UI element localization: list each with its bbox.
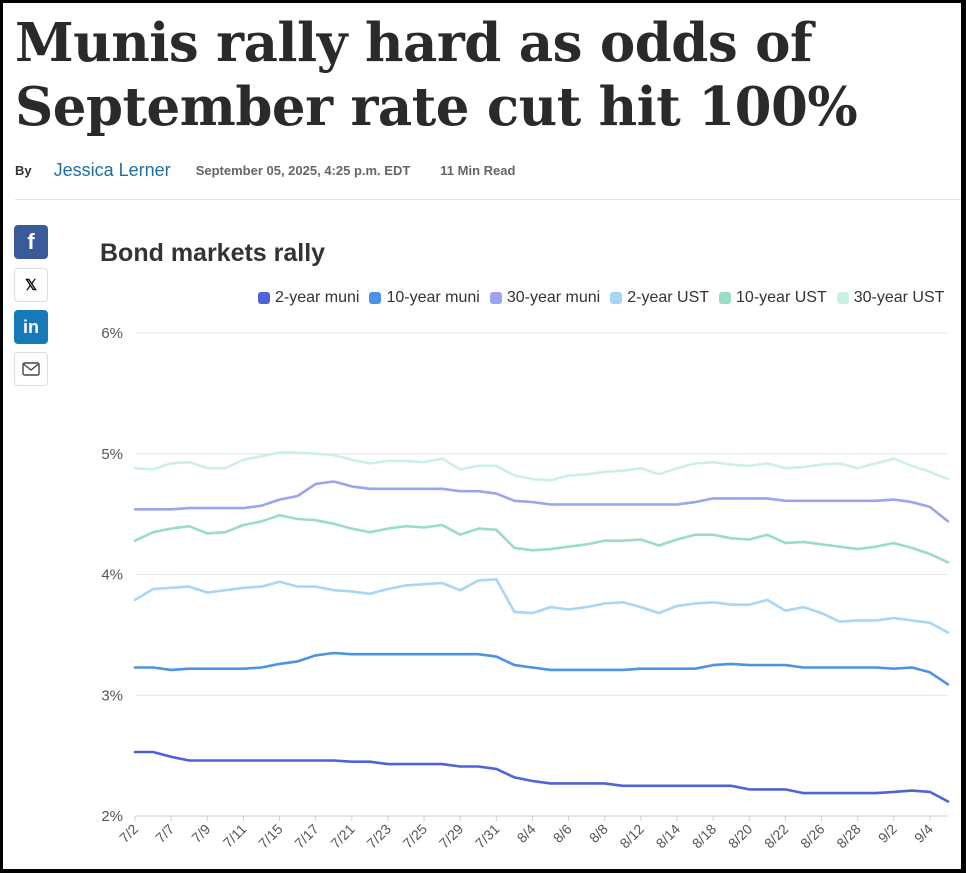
headline: Munis rally hard as odds of September ra… xyxy=(15,11,858,139)
legend-item[interactable]: 2-year UST xyxy=(610,289,709,307)
x-tick-label: 8/22 xyxy=(761,821,792,852)
series-line-30-year-muni xyxy=(133,480,950,523)
legend-item[interactable]: 2-year muni xyxy=(258,289,359,307)
x-tick-label: 9/4 xyxy=(911,821,936,846)
x-tick-label: 8/12 xyxy=(616,821,647,852)
x-tick-label: 7/25 xyxy=(400,821,431,852)
by-label: By xyxy=(15,162,32,178)
series-line-10-year-ust xyxy=(133,514,950,564)
legend-swatch xyxy=(610,292,623,304)
series-line-10-year-muni xyxy=(133,651,950,686)
legend-label: 2-year UST xyxy=(627,289,710,306)
x-tick-label: 8/20 xyxy=(725,821,756,852)
legend-swatch xyxy=(369,292,382,304)
x-tick-label: 8/14 xyxy=(653,821,684,852)
read-time: 11 Min Read xyxy=(440,162,516,178)
y-tick-label: 6% xyxy=(101,325,123,342)
x-tick-label: 8/6 xyxy=(550,821,575,846)
y-tick-label: 4% xyxy=(101,567,123,584)
x-tick-label: 8/4 xyxy=(514,821,539,846)
legend-item[interactable]: 30-year UST xyxy=(836,289,945,307)
linkedin-icon: in xyxy=(23,316,39,337)
x-tick-label: 7/17 xyxy=(291,821,322,852)
legend-swatch xyxy=(719,292,732,304)
legend-swatch xyxy=(489,292,502,304)
line-chart: 2%3%4%5%6%7/2 7/7 7/9 7/11 7/15 7/17 7/21 7/23 7… xyxy=(101,325,950,852)
x-tick-label: 7/31 xyxy=(472,821,503,852)
legend-item[interactable]: 30-year muni xyxy=(489,289,601,307)
x-tick-label: 8/28 xyxy=(833,821,864,852)
x-tick-label: 7/21 xyxy=(327,821,358,852)
y-tick-label: 3% xyxy=(101,687,123,704)
facebook-icon: f xyxy=(27,229,35,254)
x-icon: 𝕏 xyxy=(24,277,38,294)
facebook-share-button[interactable]: f xyxy=(14,225,48,259)
x-tick-label: 7/9 xyxy=(188,821,213,846)
x-tick-label: 7/29 xyxy=(436,821,467,852)
series-line-2-year-muni xyxy=(133,750,950,803)
series-line-2-year-ust xyxy=(133,578,950,634)
mail-icon xyxy=(22,362,40,376)
legend-swatch xyxy=(258,292,270,304)
x-tick-label: 9/2 xyxy=(875,821,900,846)
legend-label: 30-year UST xyxy=(853,289,945,306)
x-share-button[interactable]: 𝕏 xyxy=(14,268,48,302)
publish-date: September 05, 2025, 4:25 p.m. EDT xyxy=(195,162,411,178)
headline-line-1: Munis rally hard as odds of xyxy=(15,12,813,74)
legend-label: 10-year UST xyxy=(736,289,827,306)
x-tick-label: 8/26 xyxy=(797,821,828,852)
x-tick-label: 8/8 xyxy=(586,821,611,846)
legend-swatch xyxy=(836,292,849,304)
x-tick-label: 8/18 xyxy=(689,821,720,852)
headline-line-2: September rate cut hit 100% xyxy=(15,76,858,138)
author-link[interactable]: Jessica Lerner xyxy=(53,159,171,180)
y-tick-label: 5% xyxy=(101,446,123,463)
legend-item[interactable]: 10-year UST xyxy=(719,289,827,307)
legend-label: 30-year muni xyxy=(506,289,601,306)
byline-divider xyxy=(15,199,961,200)
y-tick-label: 2% xyxy=(101,808,123,825)
email-share-button[interactable] xyxy=(14,352,48,386)
legend-label: 2-year muni xyxy=(275,289,360,306)
article-frame: Munis rally hard as odds of September ra… xyxy=(3,3,961,869)
chart-legend: 2-year muni 10-year muni 30-year muni 2-yea… xyxy=(258,287,954,309)
series-line-30-year-ust xyxy=(133,451,950,482)
x-tick-label: 7/7 xyxy=(152,821,177,846)
legend-label: 10-year muni xyxy=(386,289,480,306)
linkedin-share-button[interactable]: in xyxy=(14,310,48,344)
chart-title: Bond markets rally xyxy=(100,239,326,267)
legend-item[interactable]: 10-year muni xyxy=(369,289,480,307)
x-tick-label: 7/11 xyxy=(220,821,250,851)
x-tick-label: 7/23 xyxy=(363,821,394,852)
byline: By Jessica Lerner September 05, 2025, 4:… xyxy=(15,155,515,185)
x-tick-label: 7/15 xyxy=(255,821,286,852)
